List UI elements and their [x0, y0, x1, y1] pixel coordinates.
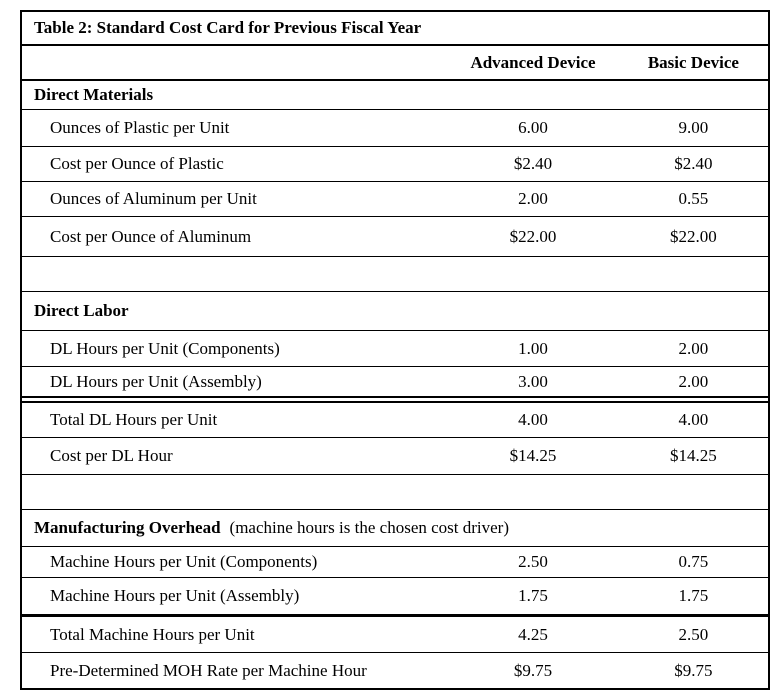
column-header-row: Advanced Device Basic Device — [22, 46, 768, 81]
section-name: Direct Labor — [34, 301, 129, 321]
row-label: Cost per DL Hour — [50, 446, 173, 466]
value-basic: 9.00 — [678, 118, 709, 138]
value-basic: $22.00 — [670, 226, 717, 246]
value-basic: $2.40 — [674, 154, 713, 174]
row-label: Cost per Ounce of Aluminum — [50, 226, 252, 246]
value-advanced: 6.00 — [518, 118, 548, 138]
section-name: Manufacturing Overhead — [34, 518, 221, 538]
table-title-row: Table 2: Standard Cost Card for Previous… — [22, 12, 768, 46]
row-label: Pre-Determined MOH Rate per Machine Hour — [50, 660, 367, 680]
section-header-label: Direct Labor — [22, 301, 768, 321]
value-advanced: $22.00 — [509, 226, 557, 246]
table-row: Ounces of Plastic per Unit 6.00 9.00 — [22, 110, 768, 147]
value-advanced: 3.00 — [518, 371, 548, 391]
value-advanced: $2.40 — [513, 154, 553, 174]
table-row: Pre-Determined MOH Rate per Machine Hour… — [22, 653, 768, 688]
table-row: Cost per Ounce of Aluminum $22.00 $22.00 — [22, 217, 768, 257]
value-basic: 1.75 — [678, 586, 709, 606]
section-header-direct-materials: Direct Materials — [22, 81, 768, 110]
column-header-advanced: Advanced Device — [470, 52, 596, 72]
value-basic: 0.75 — [678, 552, 709, 572]
value-advanced: 2.00 — [518, 189, 548, 209]
value-advanced: $9.75 — [513, 660, 553, 680]
table-row: Machine Hours per Unit (Assembly) 1.75 1… — [22, 578, 768, 614]
table-row: Cost per Ounce of Plastic $2.40 $2.40 — [22, 147, 768, 182]
table-title: Table 2: Standard Cost Card for Previous… — [34, 18, 422, 38]
spacer-row — [22, 475, 768, 510]
row-label: DL Hours per Unit (Assembly) — [50, 371, 262, 391]
value-basic: 2.50 — [678, 624, 709, 644]
row-label: Ounces of Aluminum per Unit — [50, 189, 257, 209]
value-basic: $14.25 — [670, 446, 717, 466]
value-advanced: 1.75 — [518, 586, 548, 606]
value-advanced: 2.50 — [518, 552, 548, 572]
table-row: Cost per DL Hour $14.25 $14.25 — [22, 438, 768, 475]
value-advanced: $14.25 — [509, 446, 557, 466]
value-advanced: 1.00 — [518, 338, 548, 358]
row-label: DL Hours per Unit (Components) — [50, 338, 280, 358]
value-advanced: 4.00 — [518, 410, 548, 430]
column-header-basic: Basic Device — [647, 52, 739, 72]
value-basic: 2.00 — [678, 338, 709, 358]
row-label: Machine Hours per Unit (Components) — [50, 552, 318, 572]
spacer-row — [22, 257, 768, 292]
value-basic: 0.55 — [678, 189, 709, 209]
value-basic: $9.75 — [674, 660, 713, 680]
section-header-manufacturing-overhead: Manufacturing Overhead (machine hours is … — [22, 510, 768, 547]
table-row: Ounces of Aluminum per Unit 2.00 0.55 — [22, 182, 768, 217]
section-header-label: Manufacturing Overhead (machine hours is … — [22, 518, 768, 538]
section-name: Direct Materials — [34, 85, 154, 105]
section-note: (machine hours is the chosen cost driver… — [229, 518, 510, 538]
row-label: Machine Hours per Unit (Assembly) — [50, 586, 300, 606]
row-label: Cost per Ounce of Plastic — [50, 154, 224, 174]
table-row-total: Total DL Hours per Unit 4.00 4.00 — [22, 396, 768, 438]
value-basic: 4.00 — [678, 410, 709, 430]
cost-card-table: Table 2: Standard Cost Card for Previous… — [20, 10, 770, 690]
row-label: Total Machine Hours per Unit — [50, 624, 255, 644]
table-row: DL Hours per Unit (Components) 1.00 2.00 — [22, 331, 768, 367]
table-row: Machine Hours per Unit (Components) 2.50… — [22, 547, 768, 578]
value-basic: 2.00 — [678, 371, 709, 391]
table-row: DL Hours per Unit (Assembly) 3.00 2.00 — [22, 367, 768, 396]
row-label: Ounces of Plastic per Unit — [50, 118, 230, 138]
row-label: Total DL Hours per Unit — [50, 410, 218, 430]
value-advanced: 4.25 — [518, 624, 548, 644]
section-header-direct-labor: Direct Labor — [22, 292, 768, 331]
section-header-label: Direct Materials — [22, 85, 768, 105]
table-row-total: Total Machine Hours per Unit 4.25 2.50 — [22, 614, 768, 653]
